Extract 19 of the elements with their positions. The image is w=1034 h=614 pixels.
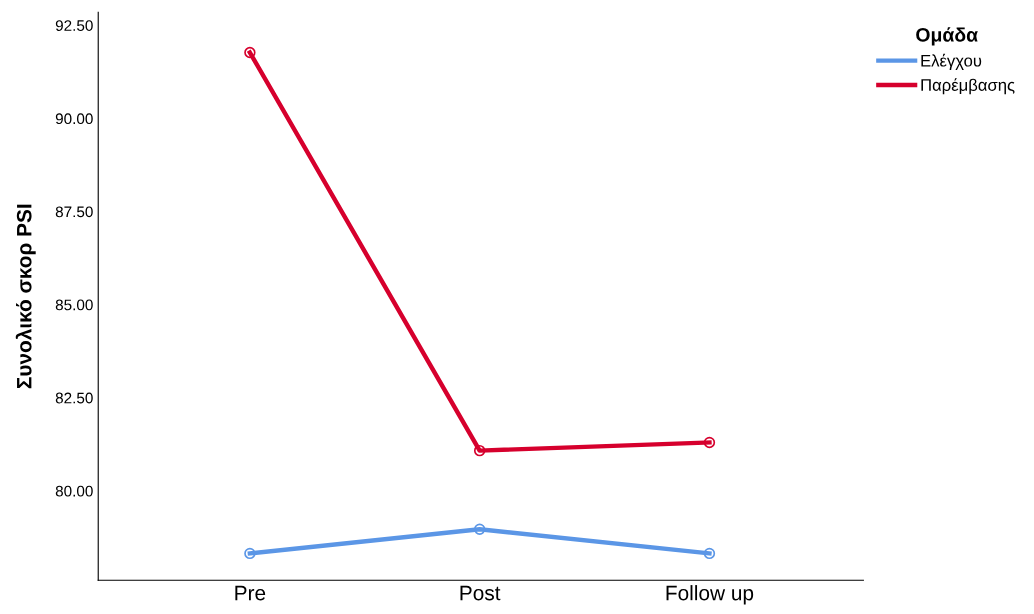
legend-label: Ελέγχου: [921, 53, 982, 70]
point: [703, 547, 716, 560]
y-tick-label: 92.50: [55, 20, 93, 31]
y-tick-label: 80.00: [55, 485, 93, 497]
x-tick-label: Pre: [235, 585, 266, 601]
y-axis-title: Συνολικό σκορ PSI: [15, 204, 36, 389]
point: [473, 523, 486, 535]
point: [473, 444, 486, 457]
x-tick-label: Post: [460, 585, 501, 601]
y-tick-label: 82.50: [55, 392, 93, 404]
point: [244, 46, 256, 59]
y-tick-label: 87.50: [55, 206, 93, 218]
point: [703, 436, 716, 449]
legend-title: Ομάδα: [916, 27, 978, 46]
legend-label: Παρέμβασης: [921, 78, 1015, 95]
x-tick-label: Follow up: [666, 585, 754, 605]
point: [244, 547, 256, 560]
y-tick-label: 90.00: [55, 113, 93, 125]
y-tick-label: 85.00: [55, 299, 93, 311]
